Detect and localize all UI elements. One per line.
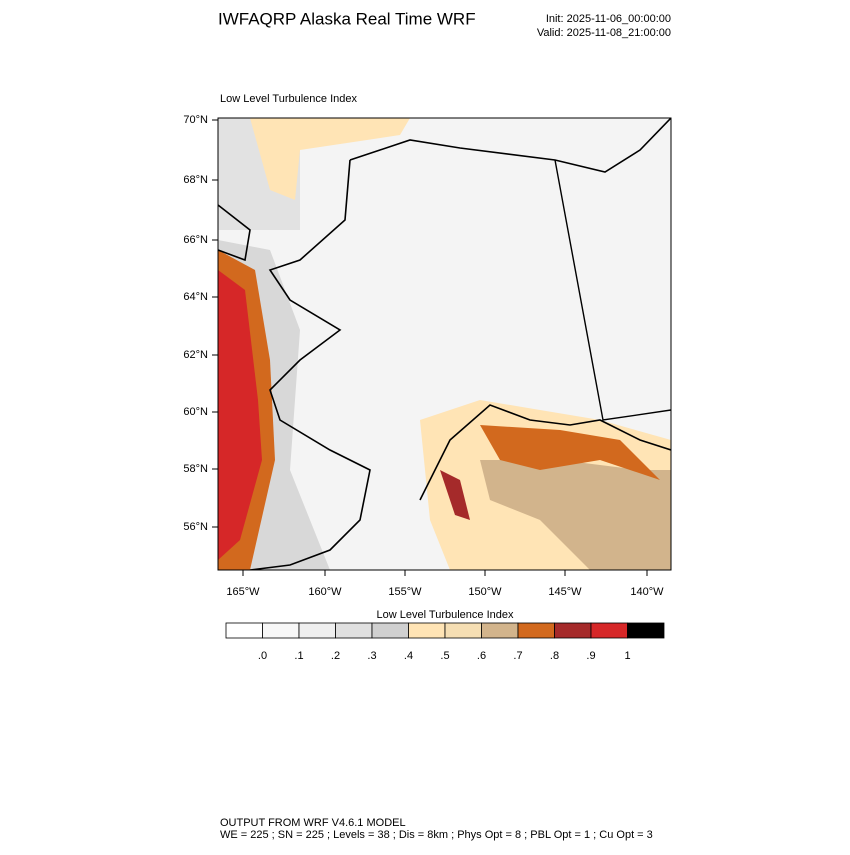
colorbar-box <box>627 622 665 639</box>
colorbar-box <box>262 622 300 639</box>
colorbar-label: .6 <box>477 650 486 662</box>
lat-label: 68°N <box>183 174 208 186</box>
colorbar-label: .0 <box>258 650 267 662</box>
lat-label: 56°N <box>183 521 208 533</box>
lat-label: 66°N <box>183 234 208 246</box>
map-frame <box>217 117 672 571</box>
colorbar-label: .2 <box>331 650 340 662</box>
lon-label: 165°W <box>226 586 260 598</box>
colorbar-box <box>590 622 628 639</box>
colorbar-box <box>517 622 555 639</box>
lon-label: 145°W <box>548 586 582 598</box>
colorbar-box <box>371 622 409 639</box>
colorbar-box <box>298 622 336 639</box>
colorbar-label: .5 <box>440 650 449 662</box>
colorbar-label: .1 <box>294 650 303 662</box>
lat-label: 58°N <box>183 463 208 475</box>
footer-line: OUTPUT FROM WRF V4.6.1 MODEL <box>220 817 406 829</box>
colorbar-label: .9 <box>586 650 595 662</box>
lat-label: 64°N <box>183 291 208 303</box>
map-title: Low Level Turbulence Index <box>220 93 357 105</box>
colorbar-box <box>481 622 519 639</box>
lon-label: 140°W <box>630 586 664 598</box>
colorbar-title: Low Level Turbulence Index <box>377 609 514 621</box>
colorbar-label: .8 <box>550 650 559 662</box>
footer-line: WE = 225 ; SN = 225 ; Levels = 38 ; Dis … <box>220 829 653 841</box>
colorbar-label: .3 <box>367 650 376 662</box>
map <box>218 118 671 570</box>
lon-label: 155°W <box>388 586 422 598</box>
colorbar-box <box>408 622 446 639</box>
colorbar-label: .7 <box>513 650 522 662</box>
colorbar-label: 1 <box>624 650 630 662</box>
lat-label: 60°N <box>183 406 208 418</box>
valid-time: Valid: 2025-11-08_21:00:00 <box>537 27 671 39</box>
colorbar-box <box>225 622 263 639</box>
lat-label: 62°N <box>183 349 208 361</box>
lon-label: 160°W <box>308 586 342 598</box>
colorbar-box <box>444 622 482 639</box>
title: IWFAQRP Alaska Real Time WRF <box>218 9 476 28</box>
lat-label: 70°N <box>183 114 208 126</box>
colorbar-box <box>335 622 373 639</box>
colorbar-box <box>554 622 592 639</box>
init-time: Init: 2025-11-06_00:00:00 <box>546 13 671 25</box>
colorbar-label: .4 <box>404 650 413 662</box>
lon-label: 150°W <box>468 586 502 598</box>
